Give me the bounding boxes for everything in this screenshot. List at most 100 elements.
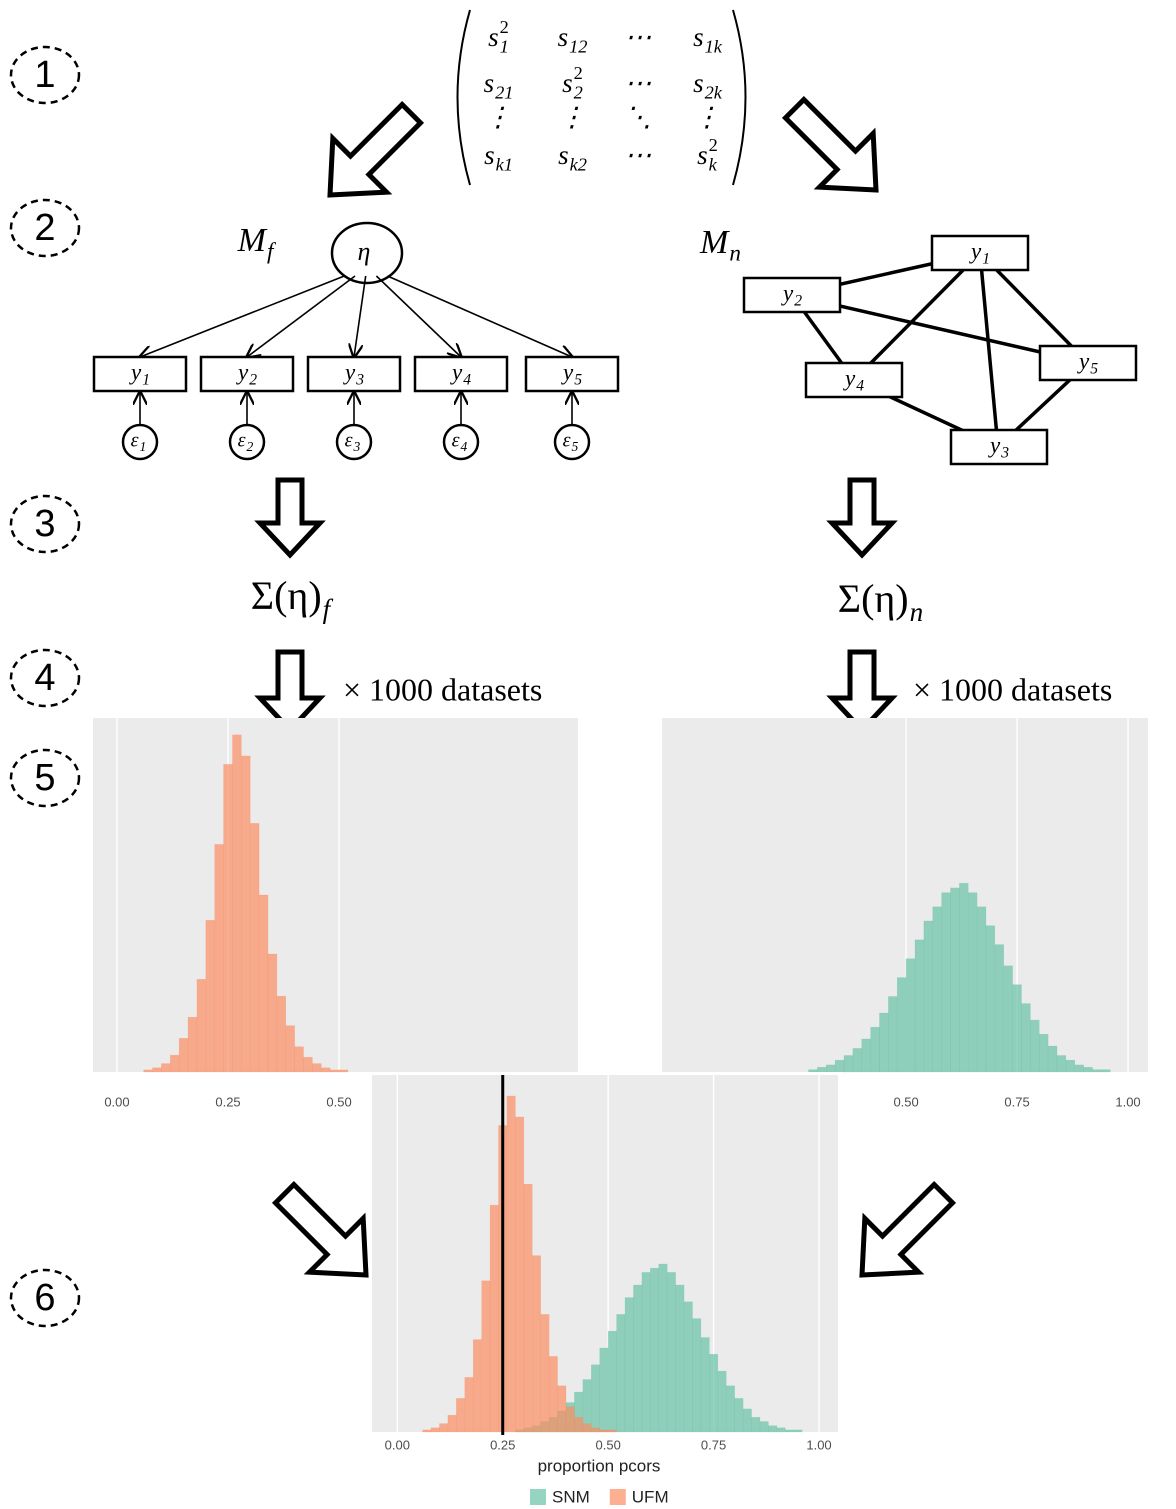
- implied-matrix: Σ(η): [838, 576, 909, 621]
- matrix-entry-sub: k2: [570, 154, 587, 174]
- histogram-bar: [834, 1059, 845, 1073]
- histogram-bar: [515, 1116, 525, 1433]
- error-label-sub: 5: [572, 439, 579, 454]
- histogram-bar: [870, 1026, 880, 1073]
- error-label: ε: [563, 430, 571, 452]
- error-label-sub: 3: [353, 439, 361, 454]
- network-node-label-sub: 3: [1000, 444, 1009, 461]
- histogram-bar: [941, 892, 951, 1073]
- histogram-bar: [599, 1429, 609, 1433]
- matrix-entry-sub: 21: [495, 82, 513, 102]
- error-node: [121, 423, 159, 461]
- histogram-bar: [591, 1364, 600, 1433]
- x-tick-label: 0.00: [385, 1437, 410, 1452]
- histogram-bar: [187, 1016, 198, 1073]
- implied-matrix-sub: f: [323, 594, 334, 624]
- histogram-bar: [178, 1038, 189, 1073]
- histogram-bar: [825, 1064, 836, 1073]
- histogram-chart: 0.00 0.25 0.50: [93, 718, 578, 1109]
- matrix-entry: ⋮: [694, 102, 721, 132]
- histogram-bar: [914, 939, 925, 1073]
- loading-arrow: [375, 275, 461, 357]
- histogram-bar: [338, 1069, 349, 1073]
- flow-arrows: [254, 95, 898, 734]
- histogram-bar: [170, 1054, 180, 1073]
- histogram-bar: [1056, 1055, 1067, 1073]
- histogram-bar: [223, 764, 233, 1073]
- x-axis-label: proportion pcors: [538, 1456, 661, 1475]
- indicator-box: [92, 355, 188, 393]
- matrix-entry-sub: 2k: [705, 82, 723, 102]
- histogram-bar: [607, 1429, 617, 1433]
- replication-label: × 1000 datasets: [343, 671, 542, 707]
- loading-arrow: [247, 275, 356, 357]
- matrix-entry-sub: 12: [569, 36, 587, 56]
- error-label-sub: 2: [247, 439, 254, 454]
- histogram-bar: [303, 1057, 313, 1073]
- histogram-bar: [843, 1055, 854, 1073]
- x-tick-label: 0.25: [215, 1094, 240, 1109]
- histogram-bar: [447, 1414, 457, 1433]
- histogram-bar: [650, 1267, 660, 1433]
- histogram-bar: [742, 1408, 752, 1433]
- histogram-bar: [817, 1067, 827, 1073]
- histogram-bar: [950, 887, 960, 1073]
- matrix-entry: ⋱: [625, 102, 652, 132]
- histogram-chart: 0.00 0.25 0.50 0.75 1.00 proportion pcors SNM U…: [360, 1072, 842, 1509]
- histogram-bar: [607, 1330, 617, 1433]
- histogram-bar: [717, 1370, 727, 1433]
- histogram-bar: [923, 920, 933, 1073]
- matrix-entry: ⋮: [559, 102, 586, 132]
- network-edge: [978, 251, 1090, 365]
- network-node: [1038, 344, 1138, 382]
- network-edge: [791, 293, 1089, 365]
- matrix-paren: [456, 9, 471, 186]
- histogram-bar: [312, 1063, 322, 1073]
- indicator-label: y: [343, 359, 356, 384]
- histogram-bar: [1003, 965, 1013, 1073]
- error-node: [228, 423, 266, 461]
- error-node: [442, 423, 480, 461]
- histogram-bar: [329, 1069, 340, 1073]
- histogram-bar: [666, 1272, 676, 1433]
- flow-arrow: [826, 477, 898, 559]
- network-node: [742, 276, 842, 314]
- histogram-bar: [675, 1284, 685, 1433]
- x-tick-label: 0.50: [326, 1094, 351, 1109]
- histogram-bar: [267, 953, 278, 1073]
- error-label: ε: [238, 430, 246, 452]
- histogram-bar: [1039, 1033, 1049, 1073]
- indicator-label: y: [561, 359, 574, 384]
- error-label-sub: 4: [461, 439, 468, 454]
- step-number: 6: [34, 1277, 55, 1319]
- matrix-entry-sup: 2: [500, 17, 509, 37]
- histogram-bar: [641, 1272, 651, 1433]
- histogram-bar: [143, 1069, 153, 1073]
- step-circle: [9, 45, 81, 105]
- histogram-bar: [161, 1063, 171, 1073]
- matrix-entry: s: [693, 68, 704, 98]
- histogram-bar: [1065, 1059, 1076, 1073]
- x-tick-label: 0.75: [1004, 1094, 1029, 1109]
- model-label-sub: f: [267, 239, 277, 265]
- histogram-bar: [214, 844, 224, 1073]
- error-label: ε: [131, 430, 139, 452]
- matrix-entry-sup: 2: [574, 63, 583, 83]
- histogram-bar: [565, 1406, 575, 1433]
- indicator-label-sub: 4: [463, 371, 471, 388]
- network-node-label-sub: 1: [982, 250, 990, 267]
- histogram-bar: [557, 1385, 567, 1433]
- legend-label: UFM: [632, 1487, 669, 1506]
- step-circle: [9, 1268, 81, 1328]
- histogram-bar: [725, 1385, 735, 1433]
- matrix-entry: s: [488, 22, 499, 52]
- flow-arrow: [271, 1180, 369, 1278]
- step-circle: [9, 648, 81, 708]
- histogram-bar: [1092, 1069, 1102, 1073]
- histogram-bar: [582, 1423, 592, 1433]
- histogram-bar: [776, 1427, 786, 1433]
- histogram-bar: [456, 1398, 466, 1433]
- flow-arrow: [826, 649, 898, 734]
- histogram-bar: [232, 734, 242, 1073]
